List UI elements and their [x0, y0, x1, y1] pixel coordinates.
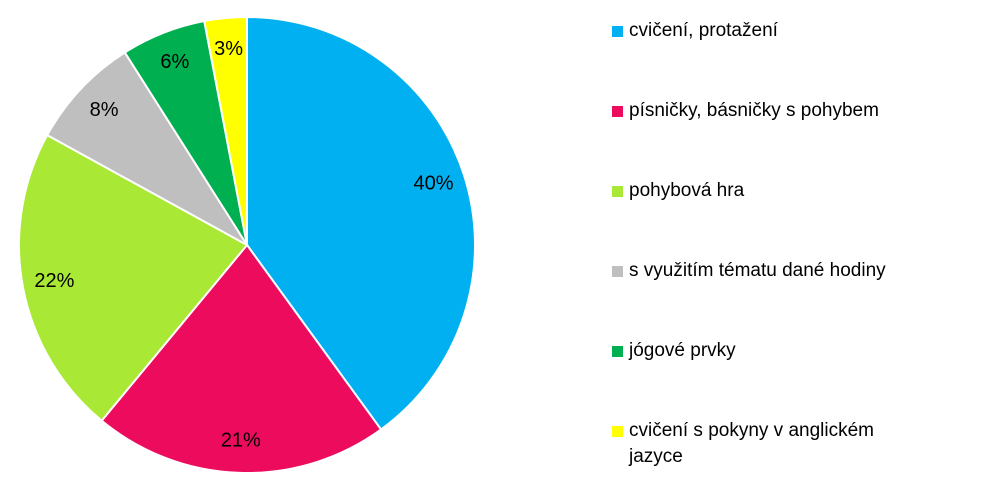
legend-item: s využitím tématu dané hodiny [612, 258, 922, 338]
data-label: 8% [90, 99, 119, 121]
pie-slice [45, 51, 248, 246]
legend-swatch [612, 106, 623, 117]
data-label: 3% [214, 38, 243, 60]
pie-slice [18, 133, 249, 423]
pie-slice [203, 15, 248, 246]
legend-swatch [612, 266, 623, 277]
legend-label: jógové prvky [629, 340, 736, 361]
legend-label: cvičení s pokyny v anglickém jazyce [629, 420, 874, 467]
legend: cvičení, protažení písničky, básničky s p… [612, 18, 922, 478]
legend-swatch [612, 426, 623, 437]
legend-swatch [612, 26, 623, 37]
legend-label: cvičení, protažení [629, 20, 778, 41]
legend-swatch [612, 346, 623, 357]
data-label: 21% [221, 429, 261, 451]
legend-label: pohybová hra [629, 180, 745, 201]
legend-item: jógové prvky [612, 338, 922, 418]
pie-chart: 40% 21% 22% 8% 6% 3% [18, 15, 476, 474]
legend-item: písničky, básničky s pohybem [612, 98, 922, 178]
legend-item: cvičení s pokyny v anglickém jazyce [612, 418, 922, 478]
legend-label: s využitím tématu dané hodiny [629, 260, 886, 281]
legend-item: pohybová hra [612, 178, 922, 258]
pie-slice [100, 243, 383, 474]
legend-item: cvičení, protažení [612, 18, 922, 98]
data-label: 40% [413, 173, 453, 195]
pie-slice [246, 15, 476, 431]
legend-swatch [612, 186, 623, 197]
data-label: 6% [160, 51, 189, 73]
legend-label: písničky, básničky s pohybem [629, 100, 879, 121]
data-label: 22% [34, 270, 74, 292]
